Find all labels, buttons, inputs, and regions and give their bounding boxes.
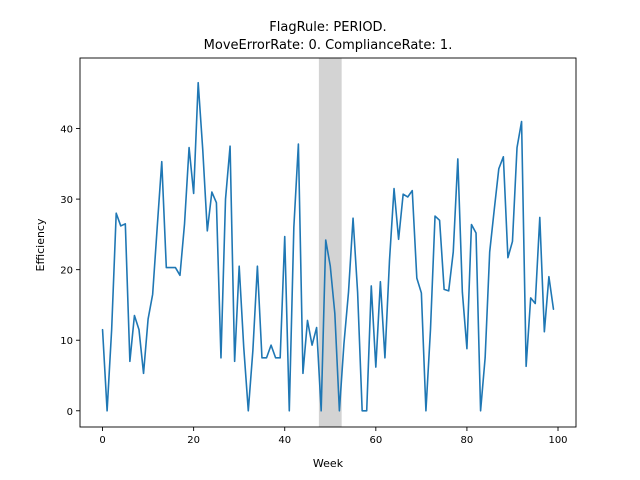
x-tick-label: 0: [99, 435, 105, 446]
series-line: [101, 81, 555, 412]
x-tick-label: 80: [461, 435, 474, 446]
x-tick-label: 40: [278, 435, 291, 446]
x-tick-label: 60: [369, 435, 382, 446]
chart-title-line-2: MoveErrorRate: 0. ComplianceRate: 1.: [204, 38, 453, 53]
y-axis-label: Efficiency: [34, 218, 47, 271]
y-tick-label: 40: [60, 125, 73, 136]
y-tick-label: 0: [67, 407, 73, 418]
x-axis-label: Week: [313, 457, 344, 470]
plot-area: 0 20 40 60 80 100 0 10 20 30 40: [60, 57, 577, 446]
x-tick-label: 100: [548, 435, 567, 446]
plot-frame: [79, 57, 577, 428]
y-tick-label: 20: [60, 266, 73, 277]
y-tick-label: 10: [60, 336, 73, 347]
chart-title-line-1: FlagRule: PERIOD.: [269, 20, 386, 35]
x-tick-label: 20: [187, 435, 200, 446]
y-tick-label: 30: [60, 195, 73, 206]
